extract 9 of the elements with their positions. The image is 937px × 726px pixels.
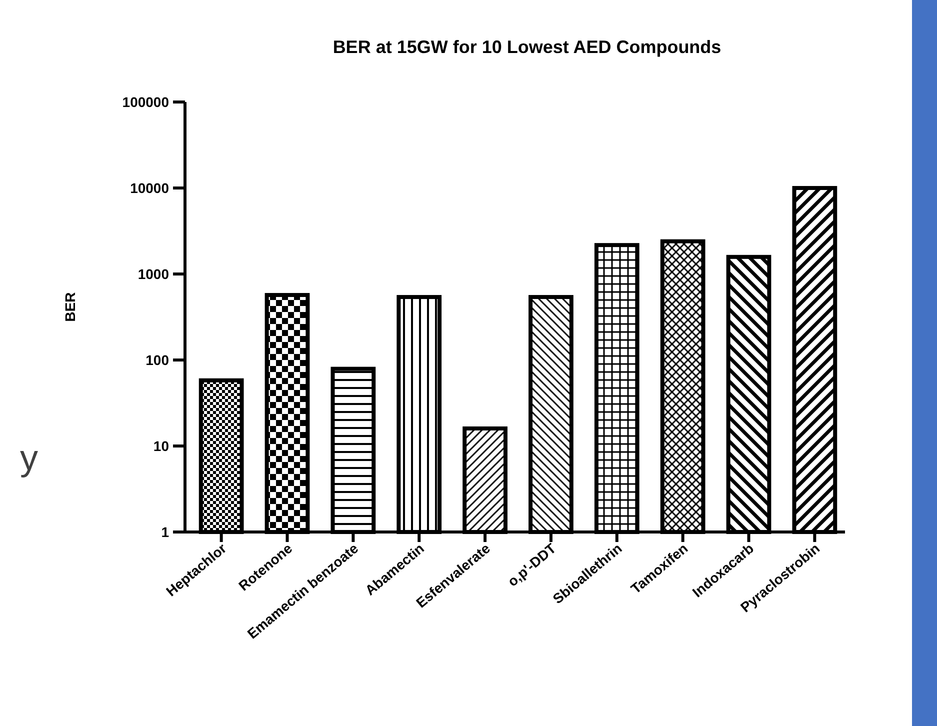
y-tick-label: 10000 bbox=[130, 180, 170, 196]
y-tick-label: 10 bbox=[153, 438, 170, 454]
y-tick-label: 1 bbox=[161, 524, 170, 540]
y-axis-title: BER bbox=[62, 292, 78, 322]
text: y bbox=[20, 437, 38, 478]
y-tick-label: 1000 bbox=[138, 266, 170, 282]
y-tick-label: 100000 bbox=[122, 94, 170, 110]
y-tick-label: 100 bbox=[146, 352, 170, 368]
chart-title: BER at 15GW for 10 Lowest AED Compounds bbox=[332, 37, 722, 57]
